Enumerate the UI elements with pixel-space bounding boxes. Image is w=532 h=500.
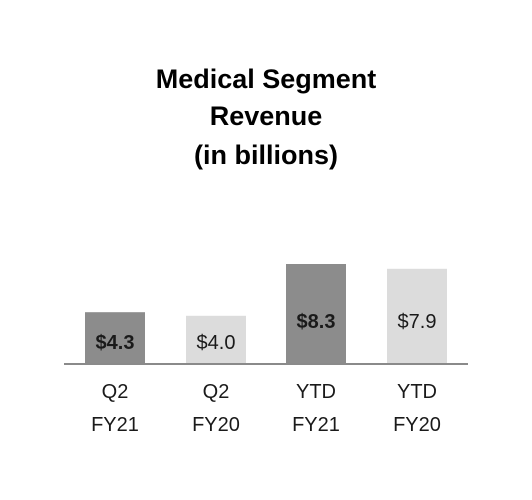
category-label-2-line-2: FY20 — [192, 414, 240, 436]
category-label-1-line-1: Q2 — [102, 381, 129, 403]
chart-title: Medical Segment Revenue (in billions) — [156, 64, 377, 170]
value-label-2: $4.0 — [197, 332, 236, 354]
bar-1 — [85, 312, 145, 364]
chart-title-line-1: Medical Segment — [156, 64, 377, 94]
bars — [85, 264, 447, 364]
category-label-2-line-1: Q2 — [203, 381, 230, 403]
chart-title-line-2: Revenue — [210, 101, 323, 131]
chart-title-line-3: (in billions) — [194, 140, 338, 170]
bar-3 — [286, 264, 346, 364]
category-label-4-line-1: YTD — [397, 381, 437, 403]
category-label-3-line-1: YTD — [296, 381, 336, 403]
value-label-1: $4.3 — [96, 332, 135, 354]
value-label-4: $7.9 — [398, 311, 437, 333]
value-labels: $4.3 $4.0 $8.3 $7.9 — [96, 311, 437, 354]
bar-4 — [387, 268, 447, 364]
category-label-1-line-2: FY21 — [91, 414, 139, 436]
value-label-3: $8.3 — [297, 311, 336, 333]
x-axis-labels: Q2 FY21 Q2 FY20 YTD FY21 YTD FY20 — [91, 381, 441, 436]
bar-2 — [186, 315, 246, 364]
category-label-3-line-2: FY21 — [292, 414, 340, 436]
category-label-4-line-2: FY20 — [393, 414, 441, 436]
